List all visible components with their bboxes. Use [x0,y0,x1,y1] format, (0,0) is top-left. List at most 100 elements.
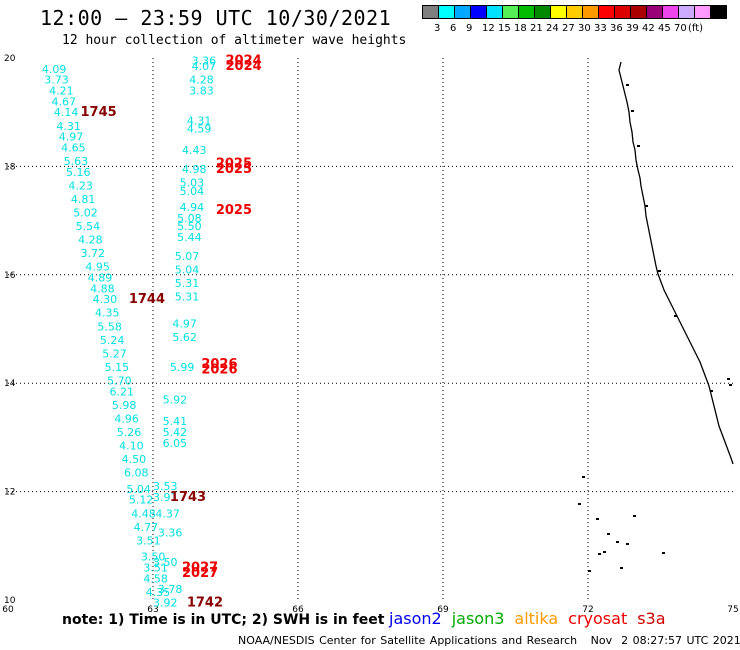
page-title: 12:00 – 23:59 UTC 10/30/2021 [40,6,392,30]
pass-time-label: 2027 [182,560,218,575]
footer-timestamp: Nov 2 08:27:57 UTC 2021 [590,634,740,647]
swh-value-label: 4.65 [61,141,86,154]
swh-value-label: 5.08 [177,212,202,225]
legend-swatch [518,5,535,19]
island [620,567,623,569]
wave-height-labels: 4.093.734.214.674.144.314.974.655.635.16… [42,54,262,611]
swh-value-label: 5.50 [177,220,202,233]
footer-agency: NOAA/NESDIS Center for Satellite Applica… [238,634,578,647]
swh-value-label: 3.73 [44,74,69,87]
swh-value-label: 4.28 [189,74,214,87]
lon-tick-label: 75 [727,605,738,615]
swh-value-label: 3.51 [136,534,161,547]
swh-value-label: 3.91 [153,491,178,504]
legend-label: 33 [594,23,607,34]
legend-label: 36 [610,23,623,34]
swh-value-label: 4.48 [131,507,156,520]
legend-label: 21 [530,23,543,34]
legend-swatch [486,5,503,19]
pass-time-label: 2026 [201,363,237,378]
footer: NOAA/NESDIS Center for Satellite Applica… [238,634,740,647]
legend-swatch [454,5,471,19]
coast-detail [674,315,677,317]
swh-value-label: 5.04 [180,185,205,198]
swh-value-label: 4.37 [155,507,180,520]
swh-value-label: 5.04 [126,483,150,496]
satellite-legend: jason2 jason3 altika cryosat s3a [389,609,676,628]
swh-value-label: 3.83 [189,85,214,98]
swh-value-label: 5.42 [163,426,188,439]
coast-detail [645,205,648,207]
pass-time-label: 2026 [201,357,237,372]
legend-label: 70 [674,23,687,34]
swh-value-label: 5.03 [180,177,205,190]
island [616,541,619,543]
swh-value-label: 5.04 [175,263,200,276]
swh-value-label: 4.81 [71,193,96,206]
swh-value-label: 4.98 [182,163,207,176]
swh-value-label: 5.54 [76,220,101,233]
swh-value-label: 5.44 [177,231,202,244]
swh-value-label: 5.16 [66,166,91,179]
legend-swatch [550,5,567,19]
swh-value-label: 5.58 [97,320,122,333]
legend-label: 42 [642,23,655,34]
units-note: note: 1) Time is in UTC; 2) SWH is in fe… [62,612,385,628]
swh-value-label: 5.31 [175,277,200,290]
swh-value-label: 5.98 [112,399,136,412]
legend-swatch [694,5,711,19]
swh-value-label: 4.58 [143,572,168,585]
swh-value-label: 4.07 [192,60,217,73]
island [578,503,581,505]
lat-tick-label: 14 [4,379,16,389]
legend-label: 9 [466,23,473,34]
swh-value-label: 5.62 [172,331,197,344]
satellite-jason3: jason3 [451,609,505,628]
swh-value-label: 4.30 [93,293,118,306]
swh-value-label: 5.70 [107,374,132,387]
swh-value-label: 5.12 [129,494,154,507]
pass-time-label: 1742 [187,596,223,611]
legend-swatch [710,5,727,19]
swh-value-label: 4.67 [52,95,77,108]
pass-time-label: 1743 [170,490,206,505]
swh-value-label: 4.95 [85,261,110,274]
coast-detail [631,110,634,112]
lat-tick-label: 10 [4,596,16,606]
swh-value-label: 4.96 [114,412,139,425]
lon-tick-label: 66 [292,605,304,615]
page-subtitle: 12 hour collection of altimeter wave hei… [62,33,407,48]
swh-value-label: 4.31 [56,120,80,133]
pass-time-label: 1745 [81,105,117,120]
coast-detail [729,384,732,386]
legend-label: 12 [482,23,495,34]
swh-value-label: 4.50 [122,453,147,466]
swh-value-label: 3.36 [192,55,217,68]
swh-value-label: 4.97 [172,318,197,331]
island [607,533,610,535]
swh-value-label: 6.08 [124,467,149,480]
axis-ticks: 60 63 66 69 72 75 10 12 14 16 18 20 [2,54,738,615]
map-grid [8,58,733,600]
swh-value-label: 3.53 [153,480,178,493]
swh-value-label: 5.92 [163,393,188,406]
island [603,551,606,553]
coast-detail [637,145,640,147]
island [626,543,629,545]
legend-swatch [598,5,615,19]
swh-value-label: 3.36 [158,526,183,539]
swh-value-label: 4.59 [187,122,212,135]
pass-time-label: 2025 [216,157,252,172]
satellite-altika: altika [514,609,559,628]
swh-value-label: 3.50 [153,556,178,569]
swh-value-label: 5.15 [105,361,129,374]
legend-swatch [614,5,631,19]
legend-swatch [534,5,551,19]
lon-tick-label: 72 [582,605,593,615]
swh-value-label: 3.50 [141,551,166,564]
pass-time-label: 2027 [182,566,218,581]
swh-value-label: 3.51 [143,561,168,574]
legend-label: 18 [514,23,527,34]
legend-label: 39 [626,23,639,34]
coast-detail [710,390,713,392]
